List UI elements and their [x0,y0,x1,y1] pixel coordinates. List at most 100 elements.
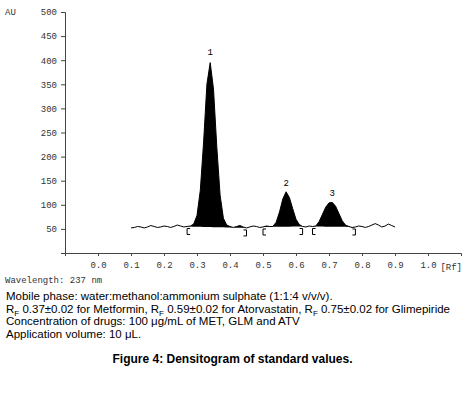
y-tick-label: 400 [41,57,57,67]
peak-fill [263,192,303,227]
y-tick-mark [61,108,65,109]
peak-bracket [313,228,316,234]
y-tick: 150 [41,177,65,187]
peak-bracket [263,229,266,235]
x-tick: 0.6 [288,253,304,271]
y-tick-mark [61,181,65,182]
wavelength-label: Wavelength: 237 nm [5,276,102,286]
notes: Mobile phase: water:methanol:ammonium su… [6,290,461,340]
x-tick: 0.1 [123,253,139,271]
x-tick-label: 0.7 [321,261,337,271]
x-tick: 0.4 [222,253,238,271]
note-line: Mobile phase: water:methanol:ammonium su… [6,290,461,303]
note-line: Application volume: 10 μL. [6,328,461,341]
y-tick-mark [61,229,65,230]
y-axis-title: AU [5,8,16,18]
y-tick-label: 350 [41,81,57,91]
x-tick: 0.2 [156,253,172,271]
note-text: R [6,303,14,315]
x-tick-mark [329,253,330,256]
x-tick-label: 0.3 [189,261,205,271]
note-subscript: F [313,309,318,318]
y-tick: 100 [41,201,65,211]
y-tick: 250 [41,129,65,139]
y-tick-label: 100 [41,201,57,211]
x-tick-mark [428,253,429,256]
x-tick: 0.5 [255,253,271,271]
note-text: 0.75±0.02 for Glimepiride [318,303,450,315]
y-tick: 200 [41,153,65,163]
x-tick: 0.3 [189,253,205,271]
x-tick-label: 0.9 [387,261,403,271]
y-tick-mark [61,133,65,134]
x-tick-label: 0.8 [354,261,370,271]
x-tick: 0.8 [354,253,370,271]
y-tick: 450 [41,32,65,42]
x-tick-mark [362,253,363,256]
figure-title: Figure 4: Densitogram of standard values… [112,352,352,366]
x-tick: 1.0 [420,253,436,271]
note-line: Concentration of drugs: 100 μg/mL of MET… [6,315,461,328]
y-tick: 300 [41,105,65,115]
y-tick-label: 500 [41,8,57,18]
x-axis: 0.0 0.1 0.2 0.3 0.4 0.5 0.6 0.7 0.8 0.9 1.0 [66,253,462,271]
x-axis-title: [Rf] [440,263,462,273]
peak-bracket [300,228,303,234]
peak-label: 3 [330,189,335,199]
y-axis-line [61,13,66,254]
x-tick-label: 0.6 [288,261,304,271]
x-tick-label: 0.4 [222,261,238,271]
x-tick: 0.0 [90,253,106,271]
x-tick-label: 0.1 [123,261,139,271]
figure-caption: Figure 4: Densitogram of standard values… [0,352,465,366]
y-axis: 50 100 150 200 250 300 350 400 450 500 [41,8,66,253]
y-tick-mark [61,205,65,206]
y-tick-mark [61,12,65,13]
x-tick-mark [98,253,99,256]
densitogram-line [131,63,395,228]
y-tick: 350 [41,81,65,91]
y-tick-label: 50 [46,225,57,235]
peak-bracket [244,230,247,236]
y-tick-label: 250 [41,129,57,139]
note-line: RF 0.37±0.02 for Metformin, RF 0.59±0.02… [6,303,461,316]
note-text: 0.59±0.02 for Atorvastatin, [164,303,305,315]
x-tick-mark [131,253,132,256]
x-tick: 0.7 [321,253,337,271]
x-tick-label: 0.0 [90,261,106,271]
note-text: Application volume: 10 μL. [6,328,141,340]
y-tick: 400 [41,57,65,67]
y-tick: 50 [46,225,65,235]
note-text: Concentration of drugs: 100 μg/mL of MET… [6,315,300,327]
y-tick-label: 300 [41,105,57,115]
x-tick-label: 0.2 [156,261,172,271]
note-text: Mobile phase: water:methanol:ammonium su… [6,290,333,302]
y-tick-label: 450 [41,32,57,42]
x-tick-mark [296,253,297,256]
x-tick-label: 0.5 [255,261,271,271]
x-tick-mark [230,253,231,256]
note-text: R [305,303,313,315]
x-tick-mark [164,253,165,256]
x-tick-mark [197,253,198,256]
chart: 501001502002503003504004505000.00.10.20.… [0,0,465,290]
peak-fill [313,202,356,227]
x-axis-line [66,254,462,257]
x-tick-mark [263,253,264,256]
x-tick-mark [395,253,396,256]
x-tick: 0.9 [387,253,403,271]
y-tick: 500 [41,8,65,18]
y-tick-mark [61,36,65,37]
x-tick-label: 1.0 [420,261,436,271]
y-tick-mark [61,60,65,61]
y-tick-label: 150 [41,177,57,187]
peak-bracket [187,228,190,234]
y-tick-mark [61,84,65,85]
y-tick-mark [61,157,65,158]
note-text: R [151,303,159,315]
peak-label: 2 [283,179,288,189]
note-text: 0.37±0.02 for Metformin, [19,303,151,315]
plot-area [131,63,395,236]
y-tick-label: 200 [41,153,57,163]
peak-label: 1 [207,48,212,58]
